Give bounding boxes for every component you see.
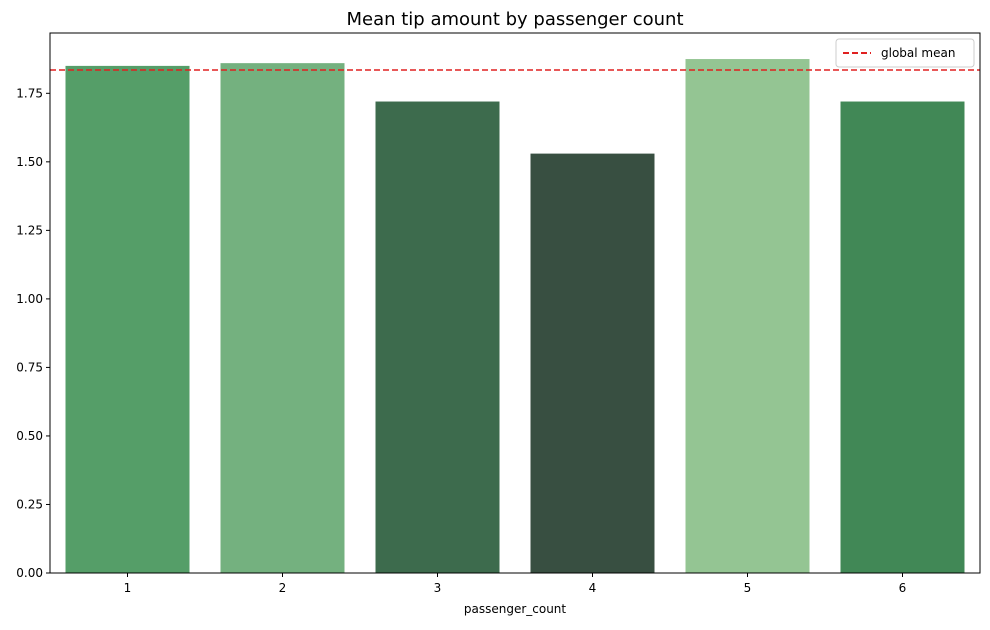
y-tick-label: 1.25: [16, 223, 43, 237]
y-tick-label: 1.50: [16, 155, 43, 169]
bar-3: [376, 102, 500, 573]
y-tick-label: 0.00: [16, 566, 43, 580]
chart-title: Mean tip amount by passenger count: [346, 9, 683, 30]
bar-4: [531, 154, 655, 573]
y-tick-label: 0.50: [16, 429, 43, 443]
y-ticks-layer: 0.00 0.25 0.50 0.75 1.00 1.25 1.50 1.75: [16, 86, 50, 580]
bars-layer: [66, 59, 965, 573]
x-tick-label: 1: [124, 581, 132, 595]
y-tick-label: 0.25: [16, 497, 43, 511]
x-tick-label: 2: [279, 581, 287, 595]
y-tick-label: 0.75: [16, 360, 43, 374]
legend: global mean: [836, 39, 974, 67]
y-tick-label: 1.75: [16, 86, 43, 100]
legend-label: global mean: [881, 46, 955, 60]
bar-5: [686, 59, 810, 573]
bar-6: [841, 102, 965, 573]
x-tick-label: 4: [589, 581, 597, 595]
x-tick-label: 3: [434, 581, 442, 595]
bar-2: [221, 63, 345, 573]
bar-1: [66, 66, 190, 573]
x-ticks-layer: 1 2 3 4 5 6: [124, 573, 907, 595]
x-axis-label: passenger_count: [464, 602, 567, 616]
x-tick-label: 6: [899, 581, 907, 595]
y-tick-label: 1.00: [16, 292, 43, 306]
x-tick-label: 5: [744, 581, 752, 595]
